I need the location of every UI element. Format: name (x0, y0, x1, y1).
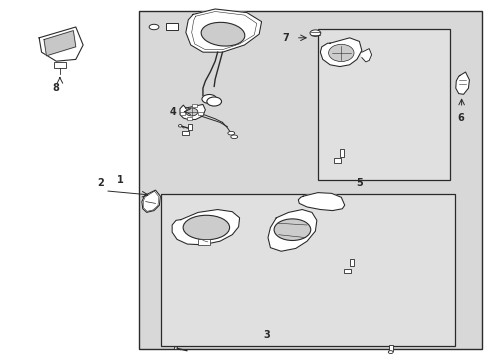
Bar (198, 112, 203, 115)
Text: 2: 2 (97, 178, 103, 188)
Bar (339, 149, 343, 157)
Bar (388, 345, 392, 351)
Bar (343, 269, 350, 273)
Bar (180, 112, 185, 115)
Text: 5: 5 (355, 178, 362, 188)
Ellipse shape (227, 131, 234, 135)
Polygon shape (39, 27, 83, 61)
Ellipse shape (202, 95, 216, 104)
Bar (188, 124, 192, 130)
Ellipse shape (178, 125, 182, 127)
Ellipse shape (328, 44, 353, 62)
Polygon shape (172, 210, 239, 245)
Ellipse shape (201, 22, 244, 46)
Text: 1: 1 (117, 175, 123, 185)
Text: 7: 7 (282, 33, 289, 43)
Ellipse shape (387, 351, 392, 354)
Polygon shape (180, 104, 205, 120)
Bar (317, 29, 449, 180)
Bar (349, 259, 353, 266)
Ellipse shape (185, 108, 198, 116)
Bar (333, 158, 341, 163)
Polygon shape (185, 9, 261, 52)
Polygon shape (320, 38, 361, 67)
Bar (182, 131, 188, 135)
Ellipse shape (206, 97, 221, 106)
Polygon shape (361, 49, 371, 62)
Bar (198, 239, 210, 245)
Polygon shape (44, 31, 76, 56)
Bar (186, 117, 191, 120)
Ellipse shape (174, 347, 177, 349)
Polygon shape (142, 190, 160, 212)
Polygon shape (267, 210, 316, 251)
Text: 4: 4 (169, 107, 176, 117)
Text: 3: 3 (263, 330, 269, 340)
Polygon shape (455, 72, 468, 94)
Ellipse shape (230, 135, 237, 139)
Text: 8: 8 (53, 83, 60, 93)
Bar (166, 23, 178, 30)
Ellipse shape (273, 219, 310, 240)
Bar (191, 104, 196, 107)
Ellipse shape (309, 30, 320, 36)
Bar (161, 194, 454, 346)
Polygon shape (298, 193, 344, 211)
Bar (139, 11, 481, 349)
Bar (54, 62, 66, 68)
Text: 6: 6 (457, 113, 464, 123)
Ellipse shape (183, 215, 229, 240)
Ellipse shape (149, 24, 159, 30)
